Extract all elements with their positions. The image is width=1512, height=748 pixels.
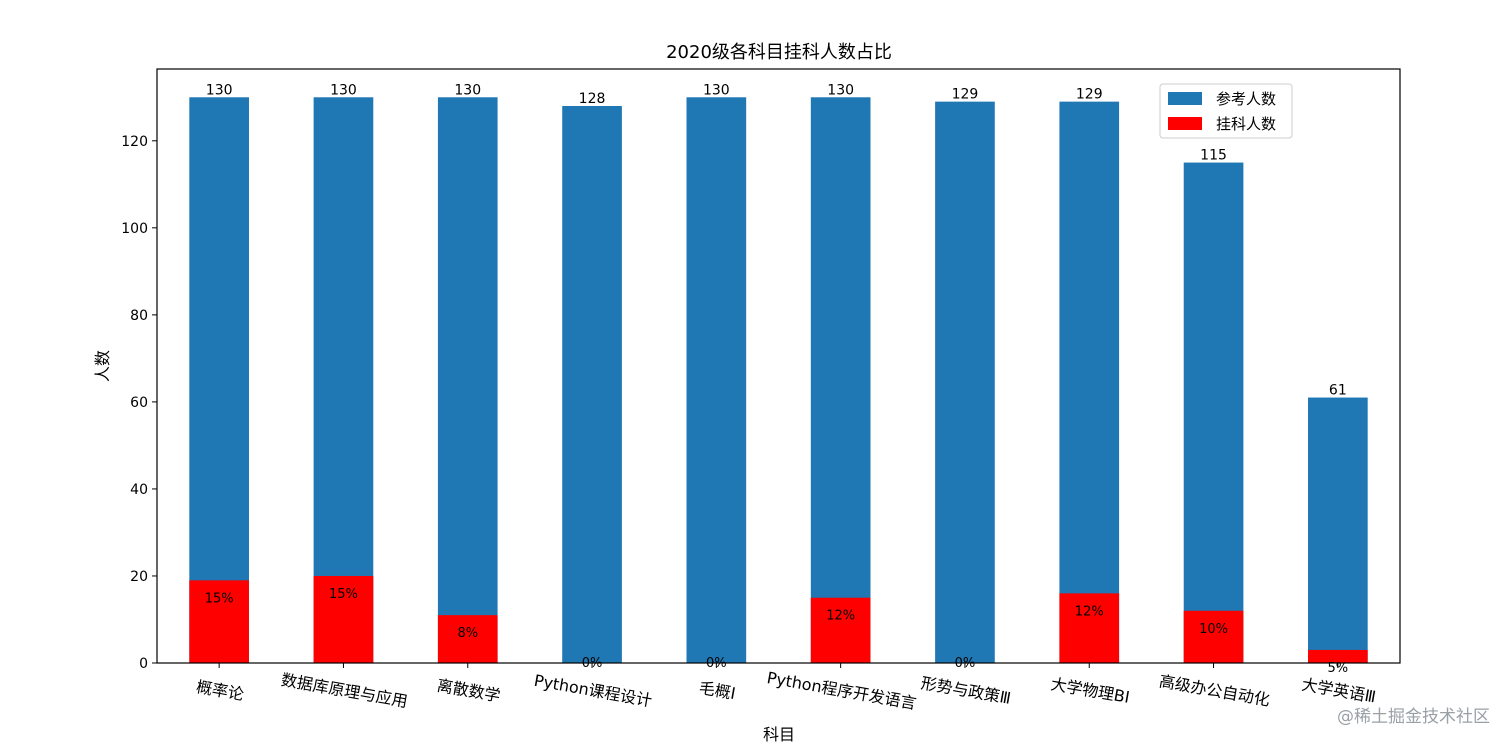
bar-参考人数 <box>810 97 871 664</box>
total-label: 115 <box>1200 148 1227 164</box>
percent-label: 15% <box>205 591 234 606</box>
percent-label: 5% <box>1328 661 1349 676</box>
total-label: 61 <box>1329 383 1347 399</box>
y-tick-label: 120 <box>121 134 148 150</box>
total-label: 130 <box>703 82 730 98</box>
x-tick-label: 离散数学 <box>436 676 502 706</box>
x-tick-label: Python课程设计 <box>533 671 654 710</box>
bar-参考人数 <box>1059 101 1120 664</box>
bar-挂科人数 <box>1183 610 1244 663</box>
legend-swatch-参考人数 <box>1168 92 1202 105</box>
legend-label-参考人数: 参考人数 <box>1216 90 1276 108</box>
percent-label: 12% <box>826 609 855 624</box>
bar-参考人数 <box>1308 397 1368 663</box>
bar-参考人数 <box>935 101 995 664</box>
percent-label: 12% <box>1075 604 1104 619</box>
y-tick-label: 20 <box>130 569 148 585</box>
bar-参考人数 <box>1183 162 1244 664</box>
legend-swatch-挂科人数 <box>1168 117 1202 130</box>
total-label: 129 <box>952 87 979 103</box>
bar-挂科人数 <box>437 615 498 663</box>
x-tick-label: 高级办公自动化 <box>1158 672 1272 710</box>
bar-挂科人数 <box>810 597 871 663</box>
y-tick-label: 0 <box>139 656 148 672</box>
plot-area: 0 20 40 60 80 100 120 130 15% 概率论 130 15% 数据库原理与应用 13… <box>121 68 1401 713</box>
y-tick-label: 80 <box>130 308 148 324</box>
y-tick-label: 100 <box>121 221 148 237</box>
legend: 参考人数 挂科人数 <box>1159 83 1293 139</box>
axes-frame <box>156 68 1401 664</box>
y-tick-label: 40 <box>130 482 148 498</box>
total-label: 130 <box>827 82 854 98</box>
x-axis-label: 科目 <box>763 725 795 744</box>
total-label: 128 <box>579 91 606 107</box>
chart-title: 2020级各科目挂科人数占比 <box>666 42 892 63</box>
x-tick-label: 数据库原理与应用 <box>280 670 409 711</box>
watermark: @稀土掘金技术社区 <box>1337 707 1490 727</box>
bar-参考人数 <box>686 97 747 664</box>
bar-参考人数 <box>437 97 498 664</box>
percent-label: 10% <box>1199 622 1228 637</box>
x-tick-label: 大学物理BⅠ <box>1049 674 1131 707</box>
bar-参考人数 <box>189 97 249 664</box>
bar-挂科人数 <box>1059 593 1120 663</box>
bar-挂科人数 <box>1308 649 1368 663</box>
bar-挂科人数 <box>313 575 374 663</box>
x-tick-label: 形势与政策Ⅲ <box>919 673 1012 708</box>
total-label: 130 <box>206 82 233 98</box>
total-label: 129 <box>1076 87 1103 103</box>
x-tick-label: 大学英语Ⅲ <box>1300 675 1377 707</box>
x-tick-label: Python程序开发语言 <box>765 668 917 713</box>
y-axis-label: 人数 <box>93 350 112 382</box>
x-tick-label: 概率论 <box>195 677 246 704</box>
bar-参考人数 <box>562 105 622 663</box>
x-tick-label: 毛概Ⅰ <box>698 678 737 703</box>
total-label: 130 <box>454 82 481 98</box>
percent-label: 8% <box>457 626 478 641</box>
y-tick-label: 60 <box>130 395 148 411</box>
bar-挂科人数 <box>189 580 249 663</box>
legend-label-挂科人数: 挂科人数 <box>1216 115 1276 133</box>
percent-label: 15% <box>329 587 358 602</box>
bar-参考人数 <box>313 97 374 664</box>
total-label: 130 <box>330 82 357 98</box>
